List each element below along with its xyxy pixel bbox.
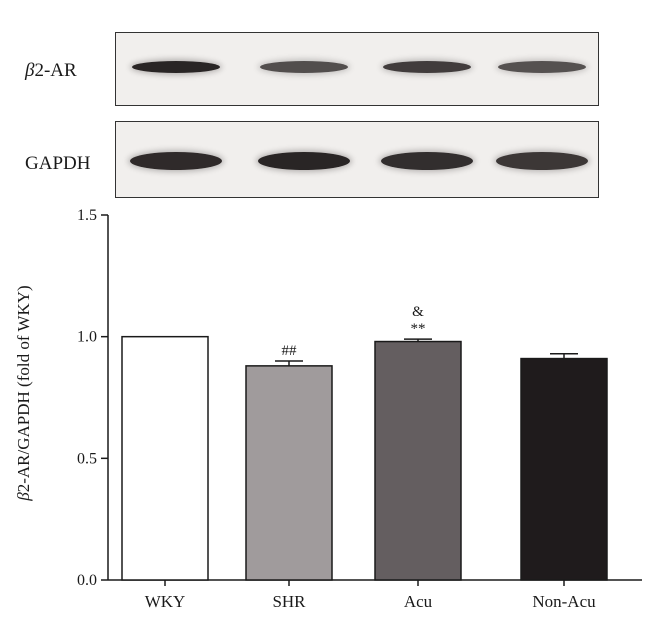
significance-marker: ** — [411, 321, 426, 337]
blot-band — [258, 152, 350, 170]
blot-panel-beta2-ar — [115, 32, 599, 106]
y-tick-label: 1.5 — [77, 207, 97, 224]
x-tick-label: Acu — [404, 592, 433, 611]
blot-label-beta2-ar: β2-AR — [25, 60, 77, 82]
bar — [374, 340, 462, 581]
bar — [520, 357, 608, 581]
x-tick-label: Non-Acu — [532, 592, 596, 611]
blot-panel-gapdh — [115, 121, 599, 198]
blot-band — [496, 152, 588, 170]
beta-symbol: β — [25, 60, 35, 81]
blot-band — [260, 61, 348, 73]
y-tick-label: 1.0 — [77, 329, 97, 346]
blot-label-beta2-ar-text: 2-AR — [34, 60, 77, 81]
blot-label-gapdh-text: GAPDH — [25, 153, 91, 174]
bar — [245, 365, 333, 581]
x-tick-label: SHR — [272, 592, 306, 611]
blot-band — [132, 61, 220, 73]
blot-band — [381, 152, 473, 170]
bar — [121, 335, 209, 581]
blot-label-gapdh: GAPDH — [25, 153, 90, 175]
significance-marker: & — [412, 304, 424, 320]
significance-marker: ## — [282, 343, 298, 359]
y-tick-label: 0.5 — [77, 450, 97, 467]
blot-band — [130, 152, 222, 170]
blot-band — [498, 61, 586, 73]
y-tick-label: 0.0 — [77, 572, 97, 589]
x-tick-label: WKY — [145, 592, 186, 611]
blot-band — [383, 61, 471, 73]
